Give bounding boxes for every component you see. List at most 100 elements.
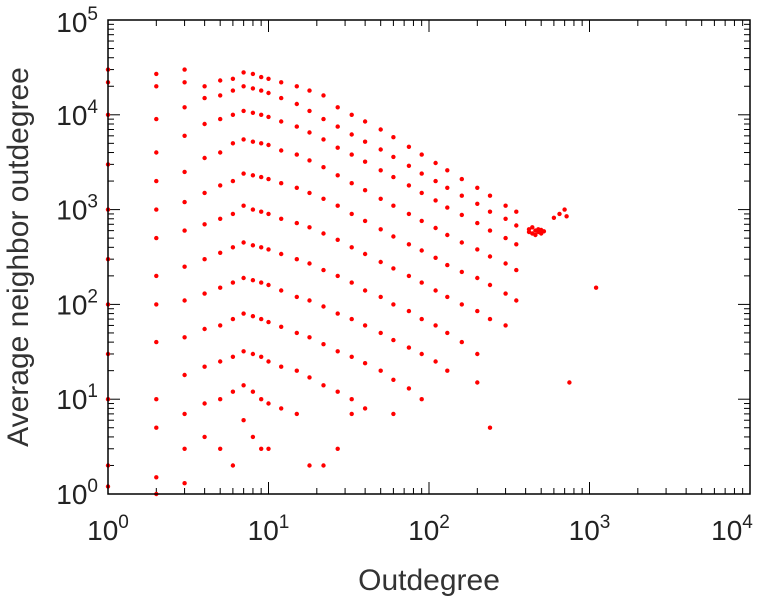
data-point <box>321 304 326 309</box>
data-point <box>433 160 438 166</box>
data-point <box>487 282 493 288</box>
data-point <box>218 183 223 188</box>
data-point <box>154 397 159 402</box>
data-point <box>218 93 223 98</box>
data-point <box>266 211 271 217</box>
data-point <box>419 280 424 285</box>
data-point <box>378 196 383 201</box>
x-axis-label: Outdegree <box>358 564 500 597</box>
x-tick-label: 102 <box>408 512 450 546</box>
data-point <box>378 368 383 373</box>
data-point <box>241 418 246 423</box>
x-tick-label: 101 <box>248 512 290 546</box>
data-point <box>307 375 312 380</box>
data-point <box>406 242 412 247</box>
data-point <box>294 124 299 129</box>
data-point <box>321 383 326 388</box>
y-tick-label: 103 <box>56 192 98 226</box>
data-point <box>433 323 438 328</box>
data-point <box>321 267 326 273</box>
data-point <box>419 218 424 224</box>
data-point <box>182 67 187 72</box>
data-point <box>533 232 538 238</box>
data-point <box>391 337 396 343</box>
data-point <box>475 351 480 357</box>
data-point <box>321 165 326 170</box>
data-point <box>202 401 207 406</box>
data-point <box>378 259 383 265</box>
data-point <box>349 245 354 250</box>
data-point <box>526 229 532 235</box>
data-point <box>514 298 519 303</box>
data-point <box>241 108 246 114</box>
data-point <box>349 132 354 137</box>
data-point <box>250 434 256 440</box>
plot-frame <box>107 19 751 495</box>
data-point <box>241 137 246 142</box>
y-tick-labels: 100 101 102 103 104 105 <box>56 4 98 510</box>
data-point <box>487 254 493 259</box>
data-point <box>335 446 340 451</box>
data-point <box>241 349 246 354</box>
data-point <box>218 285 223 290</box>
data-point <box>294 84 299 89</box>
data-point <box>475 185 480 190</box>
x-tick-label: 103 <box>569 512 611 546</box>
data-point <box>503 216 508 221</box>
y-tick-label: 102 <box>56 286 98 320</box>
data-point <box>250 314 256 319</box>
data-point <box>321 463 326 468</box>
data-point <box>307 108 312 114</box>
data-point <box>391 266 396 271</box>
data-point <box>182 335 187 340</box>
data-point <box>202 222 207 227</box>
data-point <box>487 425 493 430</box>
data-point <box>230 316 236 322</box>
data-point <box>362 188 368 193</box>
data-point <box>530 225 535 230</box>
data-point <box>475 220 480 226</box>
data-point <box>307 298 312 303</box>
data-point <box>230 211 236 217</box>
data-point <box>307 261 312 266</box>
data-point <box>349 181 354 186</box>
x-tick-label: 100 <box>87 512 129 546</box>
data-point <box>154 302 159 307</box>
data-point <box>335 389 340 394</box>
data-point <box>218 323 223 328</box>
data-point <box>154 71 159 77</box>
data-point <box>349 397 354 402</box>
data-point <box>279 324 284 329</box>
data-point <box>433 359 438 364</box>
data-point <box>362 139 368 144</box>
data-point <box>182 228 187 233</box>
data-point <box>593 285 599 290</box>
data-point <box>241 275 246 281</box>
data-point <box>154 207 159 212</box>
data-point <box>419 316 424 322</box>
data-point <box>514 209 519 214</box>
data-point <box>182 372 187 378</box>
data-point <box>445 368 450 373</box>
data-point <box>307 225 312 230</box>
data-point <box>514 242 519 247</box>
data-point <box>294 101 299 107</box>
data-point <box>475 247 480 252</box>
data-point <box>503 203 508 208</box>
data-point <box>419 152 424 157</box>
data-point <box>241 171 246 176</box>
data-point <box>250 351 256 357</box>
data-point <box>459 269 464 275</box>
data-point <box>266 90 271 96</box>
data-point <box>250 278 256 283</box>
data-point <box>564 214 569 219</box>
data-point <box>182 169 187 175</box>
data-point <box>459 339 464 345</box>
data-point <box>487 193 493 198</box>
data-point <box>218 216 223 221</box>
data-point <box>445 205 450 210</box>
data-point <box>182 481 187 486</box>
data-point <box>259 141 264 146</box>
data-point <box>202 95 207 101</box>
data-point <box>362 218 368 224</box>
